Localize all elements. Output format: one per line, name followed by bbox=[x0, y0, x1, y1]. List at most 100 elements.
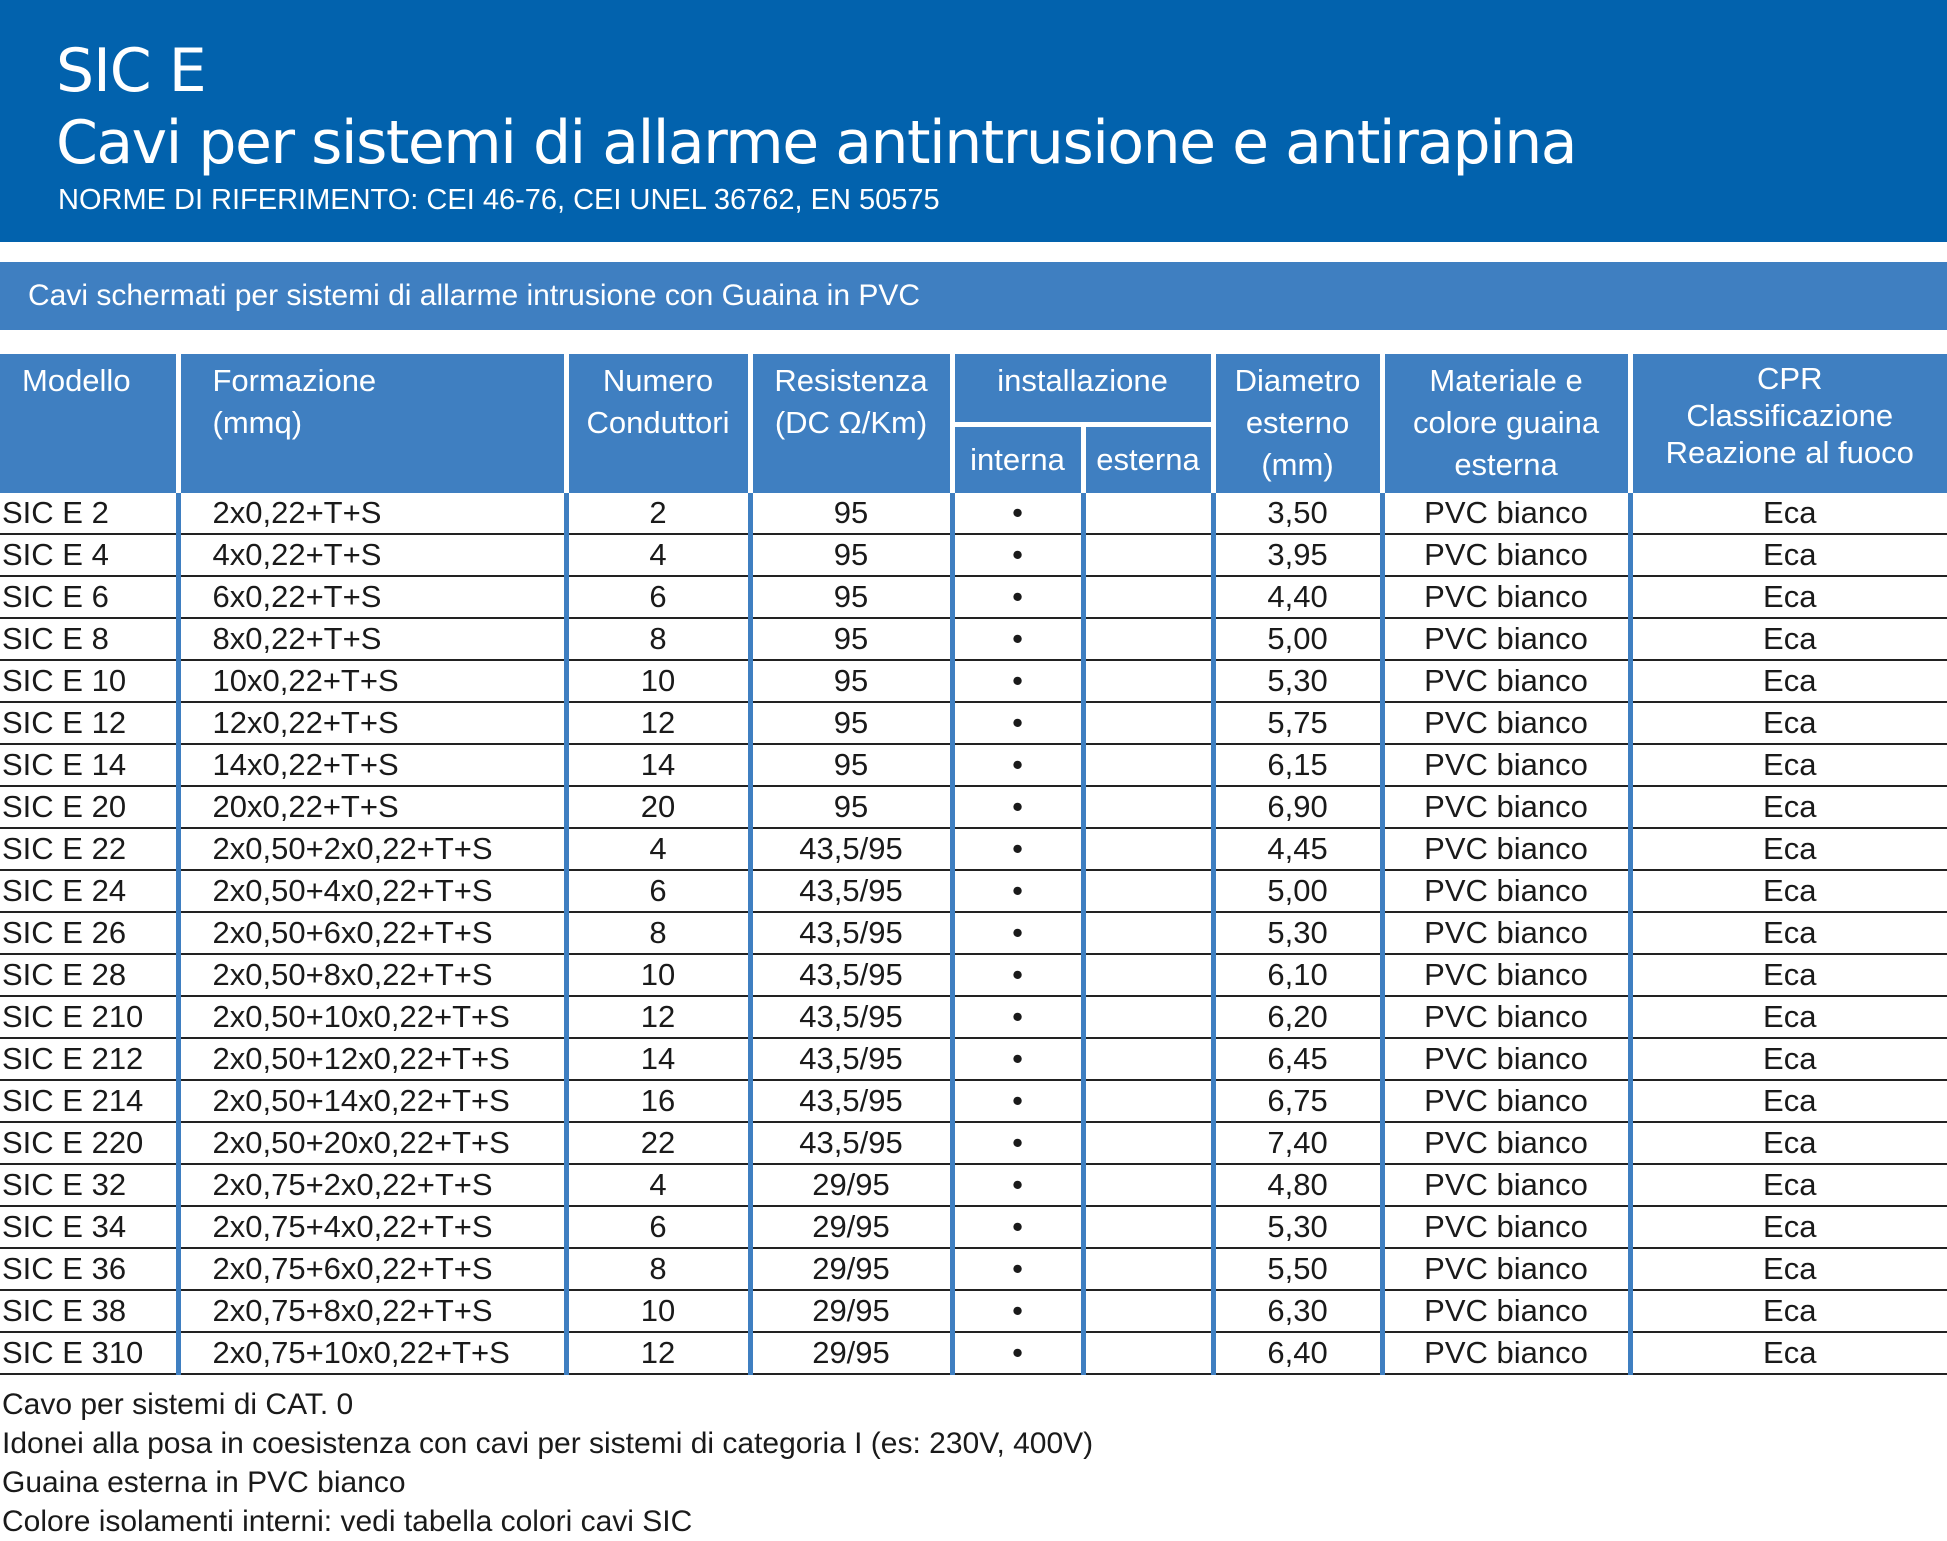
cell-materiale: PVC bianco bbox=[1379, 1038, 1633, 1081]
cell-numero-conduttori: 14 bbox=[563, 744, 753, 787]
cell-resistenza: 95 bbox=[747, 576, 955, 619]
table-row: SIC E 26 2x0,50+6x0,22+T+S 8 43,5/95 • 5,30 PV… bbox=[0, 912, 1947, 955]
cell-interna: • bbox=[949, 1290, 1086, 1333]
cell-cpr: Eca bbox=[1627, 744, 1947, 787]
cell-modello: SIC E 36 bbox=[0, 1248, 181, 1291]
col-header-numero-conduttori: Numero Conduttori bbox=[563, 354, 753, 493]
cell-materiale: PVC bianco bbox=[1379, 828, 1633, 871]
cell-cpr: Eca bbox=[1627, 912, 1947, 955]
cell-materiale: PVC bianco bbox=[1379, 1122, 1633, 1165]
cell-diametro: 5,30 bbox=[1210, 660, 1385, 703]
cell-numero-conduttori: 16 bbox=[563, 1080, 753, 1123]
cell-esterna bbox=[1080, 1206, 1216, 1249]
cell-formazione: 2x0,75+4x0,22+T+S bbox=[175, 1206, 569, 1249]
cell-formazione: 10x0,22+T+S bbox=[175, 660, 569, 703]
cell-resistenza: 43,5/95 bbox=[747, 870, 955, 913]
cell-diametro: 5,00 bbox=[1210, 870, 1385, 913]
cell-resistenza: 43,5/95 bbox=[747, 1080, 955, 1123]
cell-interna: • bbox=[949, 618, 1086, 661]
cell-formazione: 2x0,75+2x0,22+T+S bbox=[175, 1164, 569, 1207]
cell-formazione: 2x0,50+4x0,22+T+S bbox=[175, 870, 569, 913]
cell-modello: SIC E 32 bbox=[0, 1164, 181, 1207]
cell-modello: SIC E 34 bbox=[0, 1206, 181, 1249]
cell-interna: • bbox=[949, 744, 1086, 787]
cell-numero-conduttori: 8 bbox=[563, 618, 753, 661]
cell-interna: • bbox=[949, 493, 1086, 535]
cell-cpr: Eca bbox=[1627, 1248, 1947, 1291]
cell-numero-conduttori: 6 bbox=[563, 1206, 753, 1249]
cell-numero-conduttori: 12 bbox=[563, 1332, 753, 1375]
cell-resistenza: 95 bbox=[747, 618, 955, 661]
cell-modello: SIC E 2 bbox=[0, 493, 181, 535]
cell-cpr: Eca bbox=[1627, 996, 1947, 1039]
cell-formazione: 14x0,22+T+S bbox=[175, 744, 569, 787]
cell-modello: SIC E 38 bbox=[0, 1290, 181, 1333]
cell-cpr: Eca bbox=[1627, 702, 1947, 745]
cell-diametro: 6,90 bbox=[1210, 786, 1385, 829]
col-header-formazione: Formazione (mmq) bbox=[175, 354, 569, 493]
cell-resistenza: 43,5/95 bbox=[747, 954, 955, 997]
table-row: SIC E 310 2x0,75+10x0,22+T+S 12 29/95 • 6,40 P… bbox=[0, 1332, 1947, 1375]
cell-formazione: 2x0,50+10x0,22+T+S bbox=[175, 996, 569, 1039]
cell-materiale: PVC bianco bbox=[1379, 1290, 1633, 1333]
table-row: SIC E 8 8x0,22+T+S 8 95 • 5,00 PVC bianco Eca bbox=[0, 618, 1947, 661]
cell-resistenza: 43,5/95 bbox=[747, 1038, 955, 1081]
cell-modello: SIC E 24 bbox=[0, 870, 181, 913]
cell-esterna bbox=[1080, 493, 1216, 535]
cell-diametro: 6,40 bbox=[1210, 1332, 1385, 1375]
col-header-installazione: installazione bbox=[949, 354, 1216, 424]
cell-numero-conduttori: 12 bbox=[563, 702, 753, 745]
cell-resistenza: 43,5/95 bbox=[747, 912, 955, 955]
col-header-interna: interna bbox=[952, 421, 1086, 493]
cell-formazione: 2x0,50+2x0,22+T+S bbox=[175, 828, 569, 871]
cell-cpr: Eca bbox=[1627, 493, 1947, 535]
cell-interna: • bbox=[949, 1122, 1086, 1165]
cell-resistenza: 43,5/95 bbox=[747, 1122, 955, 1165]
cell-esterna bbox=[1080, 1332, 1216, 1375]
cell-cpr: Eca bbox=[1627, 1206, 1947, 1249]
cell-esterna bbox=[1080, 744, 1216, 787]
cell-modello: SIC E 214 bbox=[0, 1080, 181, 1123]
cell-interna: • bbox=[949, 576, 1086, 619]
page-title: SIC E bbox=[56, 36, 207, 106]
cell-materiale: PVC bianco bbox=[1379, 618, 1633, 661]
cell-resistenza: 29/95 bbox=[747, 1290, 955, 1333]
table-row: SIC E 10 10x0,22+T+S 10 95 • 5,30 PVC bianco Ec… bbox=[0, 660, 1947, 703]
cell-materiale: PVC bianco bbox=[1379, 870, 1633, 913]
cell-modello: SIC E 210 bbox=[0, 996, 181, 1039]
cell-interna: • bbox=[949, 1038, 1086, 1081]
reference-norms: NORME DI RIFERIMENTO: CEI 46-76, CEI UNE… bbox=[58, 184, 940, 216]
cell-esterna bbox=[1080, 996, 1216, 1039]
col-header-modello: Modello bbox=[0, 354, 181, 493]
cell-esterna bbox=[1080, 1038, 1216, 1081]
cell-resistenza: 43,5/95 bbox=[747, 996, 955, 1039]
cell-interna: • bbox=[949, 996, 1086, 1039]
cell-materiale: PVC bianco bbox=[1379, 702, 1633, 745]
cell-modello: SIC E 6 bbox=[0, 576, 181, 619]
cell-resistenza: 95 bbox=[747, 534, 955, 577]
cell-formazione: 2x0,22+T+S bbox=[175, 493, 569, 535]
cell-numero-conduttori: 2 bbox=[563, 493, 753, 535]
cell-modello: SIC E 26 bbox=[0, 912, 181, 955]
cell-resistenza: 95 bbox=[747, 744, 955, 787]
table-row: SIC E 20 20x0,22+T+S 20 95 • 6,90 PVC bianco Ec… bbox=[0, 786, 1947, 829]
note-line: Idonei alla posa in coesistenza con cavi… bbox=[2, 1427, 1094, 1460]
cell-cpr: Eca bbox=[1627, 618, 1947, 661]
table-row: SIC E 36 2x0,75+6x0,22+T+S 8 29/95 • 5,50 PVC … bbox=[0, 1248, 1947, 1291]
cell-modello: SIC E 22 bbox=[0, 828, 181, 871]
cell-diametro: 6,75 bbox=[1210, 1080, 1385, 1123]
cell-diametro: 4,45 bbox=[1210, 828, 1385, 871]
cell-modello: SIC E 14 bbox=[0, 744, 181, 787]
cell-cpr: Eca bbox=[1627, 1290, 1947, 1333]
cell-formazione: 2x0,75+10x0,22+T+S bbox=[175, 1332, 569, 1375]
cell-interna: • bbox=[949, 534, 1086, 577]
cell-formazione: 2x0,50+6x0,22+T+S bbox=[175, 912, 569, 955]
cell-formazione: 2x0,75+8x0,22+T+S bbox=[175, 1290, 569, 1333]
cell-diametro: 7,40 bbox=[1210, 1122, 1385, 1165]
cell-numero-conduttori: 4 bbox=[563, 828, 753, 871]
col-header-materiale: Materiale e colore guaina esterna bbox=[1379, 354, 1633, 493]
cell-esterna bbox=[1080, 1164, 1216, 1207]
col-header-esterna: esterna bbox=[1080, 421, 1214, 493]
cell-diametro: 6,10 bbox=[1210, 954, 1385, 997]
cell-numero-conduttori: 14 bbox=[563, 1038, 753, 1081]
